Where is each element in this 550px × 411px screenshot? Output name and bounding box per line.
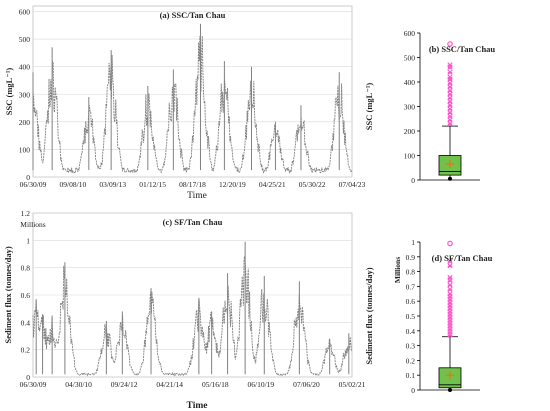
y-tick-label: 1 — [411, 238, 415, 247]
y-axis-label: Sediment flux (tonnes/day) — [3, 246, 13, 343]
x-tick-label: 07/04/23 — [339, 180, 366, 189]
x-tick-label: 09/24/12 — [111, 380, 138, 389]
y-tick-label: 400 — [404, 78, 416, 87]
chart-title: (a) SSC/Tan Chau — [160, 10, 226, 20]
unit-label: Millions — [20, 220, 46, 229]
chart-title: (c) SF/Tan Chau — [163, 217, 223, 227]
y-tick-label: 0.4 — [21, 318, 31, 327]
y-tick-label: 0.6 — [406, 297, 416, 306]
y-tick-label: 0.2 — [21, 346, 31, 355]
y-tick-label: 0.6 — [21, 291, 31, 300]
y-tick-label: 0 — [26, 173, 30, 182]
y-tick-label: 0.5 — [406, 312, 416, 321]
y-tick-label: 200 — [404, 127, 416, 136]
x-tick-label: 12/20/19 — [219, 180, 246, 189]
x-tick-label: 09/08/10 — [60, 180, 87, 189]
y-tick-label: 100 — [404, 152, 416, 161]
y-tick-label: 0.3 — [406, 342, 416, 351]
min-marker — [448, 176, 452, 181]
x-tick-label: 06/10/19 — [248, 380, 275, 389]
outlier-max — [447, 41, 453, 47]
y-axis-label: SSC (mgL⁻¹) — [4, 68, 14, 116]
y-tick-label: 600 — [19, 8, 31, 17]
y-tick-label: 1.2 — [21, 209, 31, 218]
x-tick-label: 03/09/13 — [99, 180, 126, 189]
x-tick-label: 06/30/09 — [20, 180, 47, 189]
x-tick-label: 01/12/15 — [139, 180, 166, 189]
y-tick-label: 300 — [19, 90, 31, 99]
plot-frame-a — [32, 5, 353, 178]
x-tick-label: 05/30/22 — [299, 180, 326, 189]
y-tick-label: 1 — [26, 236, 30, 245]
y-tick-label: 0 — [411, 386, 415, 395]
x-tick-label: 04/25/21 — [259, 180, 286, 189]
y-tick-label: 100 — [19, 145, 31, 154]
x-axis-label: Time — [187, 401, 208, 411]
x-tick-label: 04/30/10 — [65, 380, 92, 389]
series-line-c — [32, 256, 353, 377]
y-tick-label: 0.7 — [406, 282, 416, 291]
outlier-max — [447, 240, 453, 247]
y-tick-label: 400 — [19, 63, 31, 72]
x-tick-label: 07/06/20 — [293, 380, 320, 389]
y-tick-label: 0.2 — [406, 356, 416, 365]
min-marker — [448, 388, 452, 392]
y-tick-label: 0.8 — [21, 264, 31, 273]
x-tick-label: 06/30/09 — [20, 380, 47, 389]
y-tick-label: 0.4 — [406, 327, 416, 336]
x-axis-label: Time — [187, 191, 207, 201]
y-tick-label: 0.9 — [406, 253, 416, 262]
y-tick-label: 300 — [404, 103, 416, 112]
chart-title: (d) SF/Tan Chau — [432, 253, 493, 263]
chart-title: (b) SSC/Tan Chau — [429, 44, 496, 54]
y-tick-label: 600 — [404, 29, 416, 38]
y-tick-label: 500 — [19, 35, 31, 44]
y-tick-label: 0.8 — [406, 268, 416, 277]
y-tick-label: 500 — [404, 54, 416, 63]
x-tick-label: 08/17/18 — [179, 180, 206, 189]
x-tick-label: 04/21/14 — [156, 380, 183, 389]
y-axis-label: Sediment flux (tonnes/day) — [364, 267, 374, 364]
y-tick-label: 0 — [26, 373, 30, 382]
y-axis-label: SSC (mgL⁻¹) — [364, 83, 374, 131]
x-tick-label: 05/02/21 — [339, 380, 366, 389]
y-tick-label: 0 — [411, 176, 415, 185]
y-tick-label: 0.1 — [406, 371, 416, 380]
x-tick-label: 05/16/18 — [202, 380, 229, 389]
y-tick-label: 200 — [19, 118, 31, 127]
unit-label: Millions — [393, 257, 402, 283]
series-line-a — [32, 35, 353, 174]
